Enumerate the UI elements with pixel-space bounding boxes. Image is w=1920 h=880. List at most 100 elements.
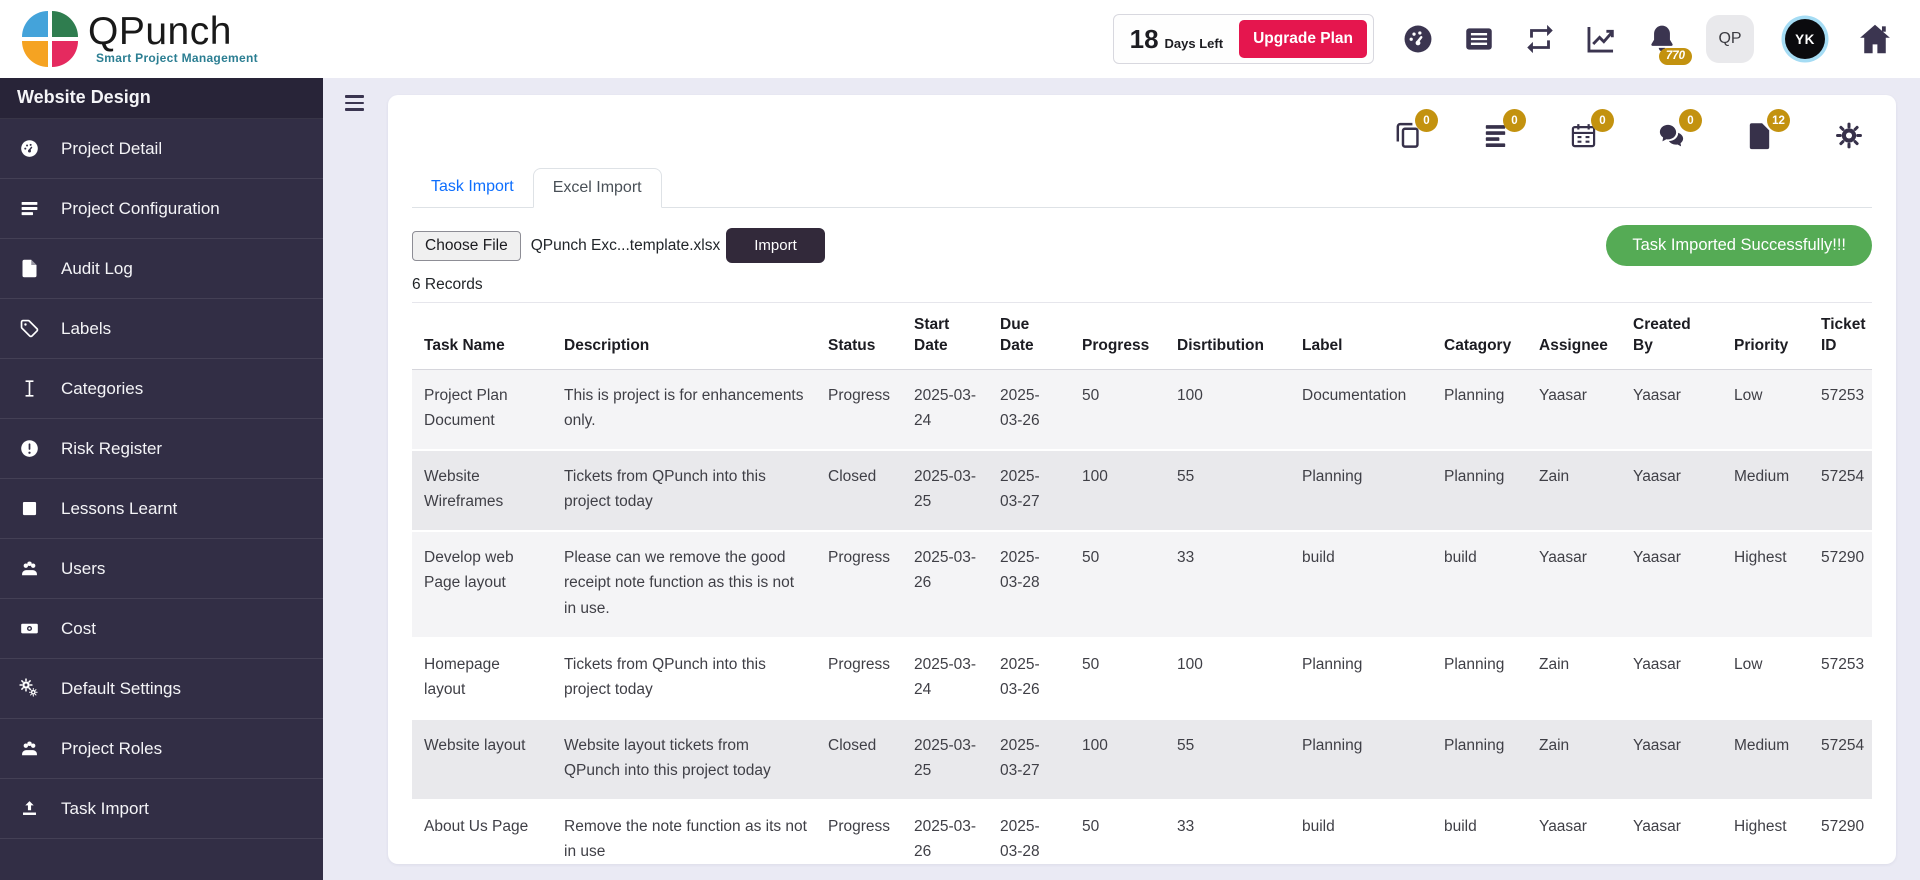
selected-file-name: QPunch Exc...template.xlsx bbox=[530, 236, 721, 254]
table-cell: 57290 bbox=[1809, 800, 1872, 880]
sidebar-item-project-detail[interactable]: Project Detail bbox=[0, 119, 323, 179]
qp-workspace-chip[interactable]: QP bbox=[1706, 15, 1754, 63]
sidebar-item-label: Audit Log bbox=[61, 258, 133, 278]
table-cell: Homepage layout bbox=[412, 637, 552, 720]
list-icon bbox=[19, 198, 40, 219]
main-area: 0 0 0 bbox=[323, 78, 1920, 880]
table-cell: 57253 bbox=[1809, 637, 1872, 720]
sidebar-item-label: Task Import bbox=[61, 798, 149, 818]
table-cell: Project Plan Document bbox=[412, 369, 552, 452]
sidebar-item-labels[interactable]: Labels bbox=[0, 299, 323, 359]
sidebar-item-project-configuration[interactable]: Project Configuration bbox=[0, 179, 323, 239]
app-header: QPunch Smart Project Management 18 Days … bbox=[0, 0, 1920, 78]
table-cell: 100 bbox=[1070, 718, 1165, 802]
user-avatar[interactable]: YK bbox=[1785, 19, 1825, 59]
column-header: Disrtibution bbox=[1165, 302, 1290, 370]
table-cell: 2025-03-26 bbox=[988, 637, 1070, 720]
table-cell: Progress bbox=[816, 531, 902, 639]
sidebar-item-default-settings[interactable]: Default Settings bbox=[0, 659, 323, 719]
table-cell: Progress bbox=[816, 637, 902, 720]
table-row: Project Plan Document This is project is … bbox=[412, 369, 1872, 452]
table-cell: 2025-03-27 bbox=[988, 450, 1070, 533]
sidebar-item-task-import[interactable]: Task Import bbox=[0, 779, 323, 839]
table-row: Develop web Page layout Please can we rem… bbox=[412, 531, 1872, 639]
table-cell: Medium bbox=[1722, 450, 1809, 533]
table-cell: Website layout tickets from QPunch into … bbox=[552, 718, 816, 802]
brand-name: QPunch bbox=[88, 10, 232, 53]
table-cell: Website Wireframes bbox=[412, 450, 552, 533]
chat-icon[interactable]: 0 bbox=[1656, 109, 1702, 152]
chart-line-icon[interactable] bbox=[1584, 22, 1618, 56]
sidebar-item-cost[interactable]: Cost bbox=[0, 599, 323, 659]
notifications-bell[interactable]: 770 bbox=[1645, 22, 1692, 65]
table-cell: 50 bbox=[1070, 369, 1165, 452]
sidebar-item-label: Project Detail bbox=[61, 138, 163, 158]
table-cell: 57253 bbox=[1809, 369, 1872, 452]
tab-task-import[interactable]: Task Import bbox=[431, 178, 514, 195]
table-cell: 2025-03-27 bbox=[988, 718, 1070, 802]
table-cell: Website layout bbox=[412, 718, 552, 802]
table-cell: Planning bbox=[1432, 637, 1527, 720]
table-cell: Documentation bbox=[1290, 369, 1432, 452]
sidebar-item-users[interactable]: Users bbox=[0, 539, 323, 599]
table-cell: Yaasar bbox=[1621, 369, 1722, 452]
sidebar-item-audit-log[interactable]: Audit Log bbox=[0, 239, 323, 299]
table-cell: About Us Page bbox=[412, 800, 552, 880]
column-header: Description bbox=[552, 302, 816, 370]
table-cell: Tickets from QPunch into this project to… bbox=[552, 450, 816, 533]
tasklist-icon[interactable]: 0 bbox=[1480, 109, 1526, 152]
users-icon bbox=[19, 738, 40, 759]
table-cell: build bbox=[1432, 800, 1527, 880]
table-cell: 2025-03-24 bbox=[902, 369, 988, 452]
sidebar-item-lessons-learnt[interactable]: Lessons Learnt bbox=[0, 479, 323, 539]
table-cell: 2025-03-28 bbox=[988, 800, 1070, 880]
table-cell: 57290 bbox=[1809, 531, 1872, 639]
file-icon bbox=[19, 258, 40, 279]
table-cell: 2025-03-24 bbox=[902, 637, 988, 720]
table-cell: 55 bbox=[1165, 718, 1290, 802]
import-tabs: Task Import Excel Import bbox=[412, 168, 1872, 208]
table-cell: Zain bbox=[1527, 637, 1621, 720]
sidebar-item-risk-register[interactable]: Risk Register bbox=[0, 419, 323, 479]
pages-icon[interactable]: 0 bbox=[1392, 109, 1438, 152]
text-cursor-icon bbox=[19, 378, 40, 399]
column-header: Status bbox=[816, 302, 902, 370]
notification-badge: 770 bbox=[1658, 47, 1692, 65]
upgrade-plan-button[interactable]: Upgrade Plan bbox=[1239, 20, 1367, 58]
table-row: Website layout Website layout tickets fro… bbox=[412, 718, 1872, 802]
table-cell: 50 bbox=[1070, 637, 1165, 720]
calendar-icon[interactable]: 0 bbox=[1568, 109, 1614, 152]
settings-gear-icon[interactable] bbox=[1832, 119, 1866, 152]
table-cell: Highest bbox=[1722, 531, 1809, 639]
table-cell: Yaasar bbox=[1527, 531, 1621, 639]
table-cell: 2025-03-25 bbox=[902, 450, 988, 533]
sidebar-item-project-roles[interactable]: Project Roles bbox=[0, 719, 323, 779]
trial-days-label: Days Left bbox=[1164, 35, 1224, 51]
table-cell: 33 bbox=[1165, 800, 1290, 880]
table-cell: 2025-03-26 bbox=[902, 531, 988, 639]
table-cell: 50 bbox=[1070, 531, 1165, 639]
column-header: Due Date bbox=[988, 302, 1070, 370]
table-cell: Planning bbox=[1290, 637, 1432, 720]
logo-mark-icon bbox=[22, 11, 78, 67]
import-button[interactable]: Import bbox=[726, 228, 825, 263]
choose-file-button[interactable]: Choose File bbox=[412, 230, 521, 261]
table-cell: Yaasar bbox=[1621, 718, 1722, 802]
badge-count: 0 bbox=[1415, 109, 1438, 132]
document-icon[interactable]: 12 bbox=[1744, 109, 1790, 152]
table-cell: Progress bbox=[816, 369, 902, 452]
home-icon[interactable] bbox=[1856, 20, 1894, 58]
upload-icon bbox=[19, 798, 40, 819]
table-cell: 33 bbox=[1165, 531, 1290, 639]
trial-box: 18 Days Left Upgrade Plan bbox=[1112, 14, 1374, 64]
card-toolbar: 0 0 0 bbox=[412, 109, 1872, 168]
sidebar-item-categories[interactable]: Categories bbox=[0, 359, 323, 419]
sidebar-item-label: Labels bbox=[61, 318, 112, 338]
repeat-icon[interactable] bbox=[1523, 22, 1557, 56]
success-toast: Task Imported Successfully!!! bbox=[1606, 225, 1872, 266]
list-panel-icon[interactable] bbox=[1462, 22, 1496, 56]
tab-excel-import[interactable]: Excel Import bbox=[532, 168, 662, 208]
hamburger-menu-icon[interactable] bbox=[345, 88, 375, 118]
table-cell: 100 bbox=[1165, 637, 1290, 720]
dashboard-gauge-icon[interactable] bbox=[1401, 22, 1435, 56]
